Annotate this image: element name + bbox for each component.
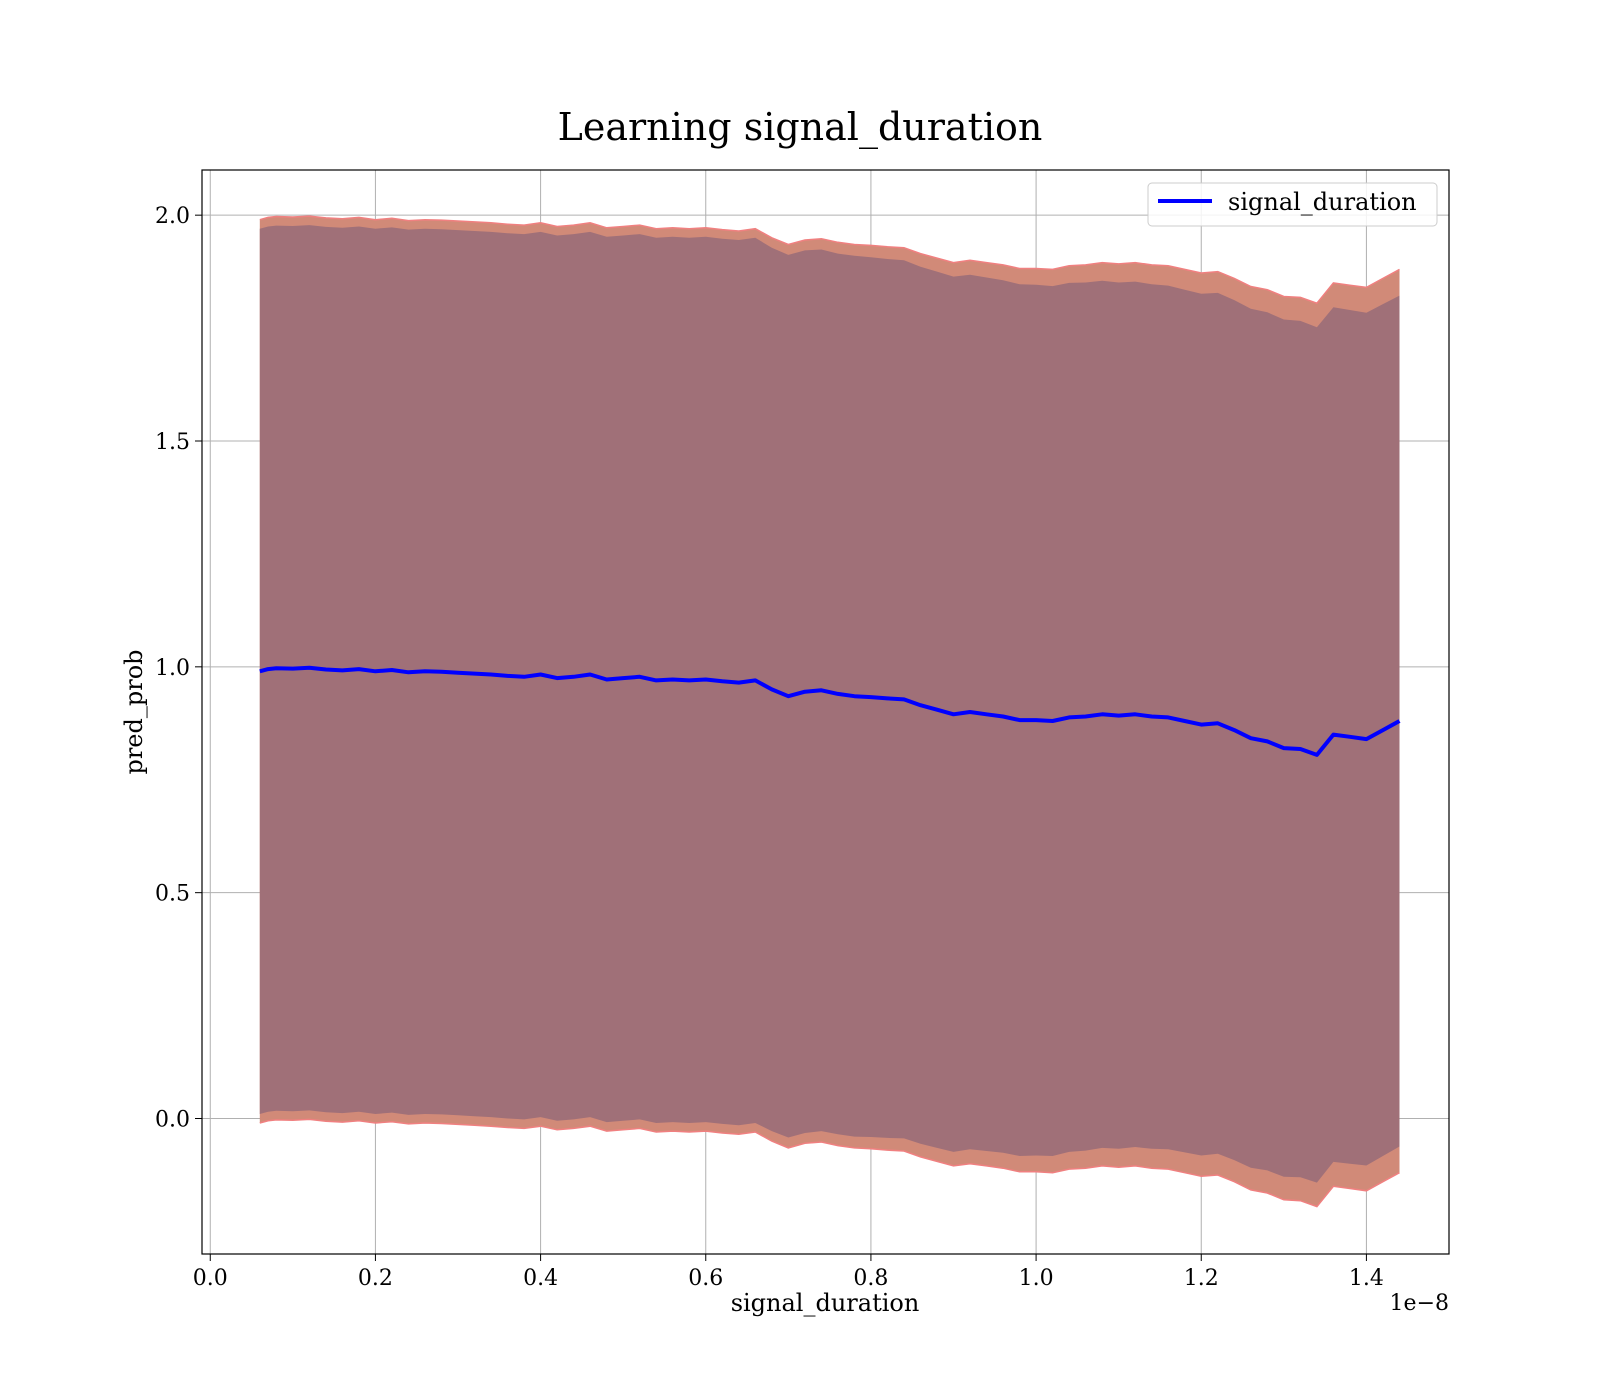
- lower-band-edge: [259, 1118, 1400, 1208]
- x-tick-label: 1.0: [1019, 1266, 1054, 1291]
- x-tick-label: 0.8: [853, 1266, 888, 1291]
- chart-title: Learning signal_duration: [558, 105, 1043, 150]
- y-tick-label: 0.5: [155, 882, 190, 907]
- x-tick-label: 0.0: [193, 1266, 228, 1291]
- y-tick-label: 1.5: [155, 430, 190, 455]
- y-axis-label: pred_prob: [120, 649, 148, 774]
- y-tick-label: 1.0: [155, 656, 190, 681]
- inner-band: [259, 225, 1400, 1183]
- x-tick-label: 0.6: [688, 1266, 723, 1291]
- legend: signal_duration: [1147, 182, 1438, 227]
- y-tick-label: 2.0: [155, 204, 190, 229]
- series-line-signal-duration: [259, 665, 1401, 757]
- x-axis-offset-label: 1e−8: [1390, 1291, 1449, 1316]
- legend-label: signal_duration: [1228, 188, 1417, 216]
- legend-box: [1147, 182, 1438, 227]
- confidence-bands: [259, 215, 1400, 1208]
- x-tick-label: 0.4: [523, 1266, 558, 1291]
- series: [259, 665, 1401, 757]
- x-tick-label: 1.4: [1349, 1266, 1384, 1291]
- upper-band-edge: [259, 215, 1400, 305]
- y-tick-label: 0.0: [155, 1108, 190, 1133]
- plot-frame: [201, 169, 1450, 1255]
- y-axis: 0.0 0.5 1.0 1.5 2.0: [155, 204, 202, 1133]
- x-tick-label: 1.2: [1184, 1266, 1219, 1291]
- x-axis-label: signal_duration: [731, 1289, 920, 1317]
- x-axis: 0.0 0.2 0.4 0.6 0.8 1.0 1.2 1.4: [193, 1254, 1384, 1291]
- x-tick-label: 0.2: [358, 1266, 393, 1291]
